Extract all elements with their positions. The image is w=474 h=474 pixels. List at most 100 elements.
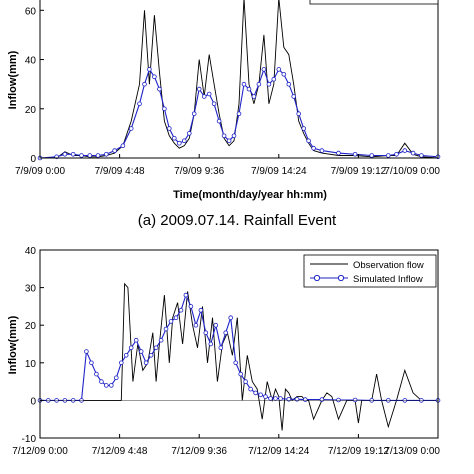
chart-b-x-tick-label: 7/13/09 0:00: [384, 446, 440, 457]
chart-a-y-tick-label: 40: [25, 56, 37, 67]
chart-a-series-1-point: [286, 81, 292, 87]
chart-a-series-1-point: [95, 153, 101, 158]
chart-b-series-1-point: [319, 397, 325, 402]
chart-b-legend-box: [303, 254, 437, 288]
chart-a-series-1-point: [410, 150, 416, 156]
chart-a-series-1-point: [231, 133, 237, 139]
chart-a-series-1-point: [256, 81, 262, 87]
chart-b-series-1-point: [228, 315, 234, 321]
chart-a-series-1-point: [87, 153, 93, 158]
chart-b-series-1-point: [109, 383, 114, 388]
chart-a-caption: (a) 2009.07.14. Rainfall Event: [138, 212, 337, 229]
chart-a-series-1-point: [120, 143, 126, 149]
chart-b-series-1-point: [128, 345, 134, 351]
legend-simulated-marker-right: [337, 274, 345, 282]
chart-b-series-1-point: [253, 390, 258, 396]
chart-a-series-1-point: [167, 126, 172, 131]
chart-a-series-1-point: [128, 126, 134, 131]
chart-a-series-1-point: [79, 153, 84, 158]
chart-b-series-1-point: [138, 349, 144, 354]
chart-b-series-1-point: [268, 396, 273, 401]
chart-a-series-1-point: [251, 94, 257, 99]
chart-a-series-1-point: [261, 67, 267, 72]
chart-a-series-1-point: [319, 148, 325, 153]
chart-b-series-1-point: [258, 392, 263, 398]
chart-a-series-1-point: [137, 101, 142, 107]
chart-b-y-ticks: -10 0 10 20 30 40: [22, 246, 44, 445]
chart-a-legend-box: [309, 0, 439, 5]
chart-b-series-0-line: [40, 282, 438, 431]
chart-a-y-ticks: 0 20 40 60: [25, 6, 44, 165]
chart-a: 0 20 40 60 7/9/09 0:00 7/9/09 4:48 7/9/09 9:3…: [7, 0, 440, 229]
chart-a-series-1-point: [241, 81, 247, 87]
chart-b-series-1-point: [352, 397, 358, 403]
chart-b-series-1-point: [183, 292, 189, 298]
chart-a-series-1-point: [157, 86, 162, 92]
chart-b-series-1-point: [243, 379, 248, 384]
chart-a-series-1-point: [352, 152, 358, 157]
legend-simulated-label: Simulated Inflow: [353, 274, 423, 285]
chart-b-y-tick-label: -10: [22, 434, 37, 445]
chart-a-series-1-point: [162, 106, 167, 112]
chart-a-series-1-point: [301, 126, 307, 131]
chart-b-series-1-point: [273, 396, 278, 401]
chart-b-series-1-point: [104, 383, 109, 388]
chart-b-series-1-point: [99, 379, 104, 384]
chart-a-series-1-point: [70, 152, 76, 157]
chart-a-series-1-point: [291, 94, 297, 99]
chart-a-x-axis-label: Time(month/day/year hh:mm): [173, 189, 327, 201]
chart-b-series-1-point: [163, 326, 169, 332]
chart-b-series-1-point: [213, 322, 219, 328]
chart-a-series-1-point: [276, 67, 282, 72]
chart-b-series-1-point: [218, 345, 224, 351]
legend-observation-label: Observation flow: [353, 260, 424, 271]
chart-b-series-1-point: [248, 386, 253, 392]
chart-a-series-1-point: [419, 153, 424, 158]
chart-a-series-1-point: [172, 136, 177, 141]
chart-a-series-1-point: [236, 111, 242, 116]
chart-a-series-1-point: [281, 72, 287, 77]
chart-a-series-1-point: [221, 133, 227, 139]
chart-a-series-1-point: [394, 152, 399, 157]
legend-simulated-marker-left: [313, 274, 321, 282]
chart-b-series-1-point: [302, 397, 308, 402]
chart-a-series-1-point: [187, 131, 192, 136]
chart-a-x-tick-label: 7/9/09 14:24: [251, 166, 307, 177]
chart-a-x-tick-label: 7/9/09 4:48: [95, 166, 145, 177]
chart-b-series-1-point: [119, 360, 124, 366]
chart-a-plot: [37, 0, 441, 161]
chart-b-y-tick-label: 0: [30, 396, 36, 407]
chart-b-series-1-point: [208, 341, 214, 347]
chart-a-series-1-point: [246, 86, 252, 92]
chart-b-series-1-point: [263, 394, 268, 399]
chart-b-series-1-point: [123, 352, 129, 358]
chart-b-series-1-point: [198, 307, 204, 313]
chart-b-y-tick-label: 30: [25, 284, 37, 295]
chart-b-series-1-point: [158, 337, 164, 343]
chart-a-series-1-point: [226, 138, 232, 144]
chart-a-series-1-point: [104, 152, 109, 157]
chart-b-series-1-point: [173, 315, 179, 321]
chart-a-series-1-point: [402, 148, 408, 153]
chart-a-x-ticks: 7/9/09 0:00 7/9/09 4:48 7/9/09 9:36 7/9/09 …: [15, 154, 440, 177]
chart-a-series-1-point: [147, 67, 152, 72]
chart-a-series-1-point: [112, 148, 117, 153]
chart-a-series-1-point: [336, 150, 341, 156]
chart-a-frame: [39, 0, 439, 159]
chart-b-series-1-point: [148, 352, 154, 358]
chart-a-y-tick-label: 60: [25, 6, 37, 17]
chart-a-series-1-point: [369, 153, 375, 158]
chart-b-series-1-point: [178, 307, 184, 313]
chart-b-x-tick-label: 7/12/09 19:12: [328, 446, 390, 457]
chart-b-y-tick-label: 10: [25, 359, 37, 370]
chart-b-series-1-point: [153, 345, 159, 351]
chart-b-x-tick-label: 7/12/09 14:24: [248, 446, 310, 457]
chart-b-legend: Observation flow Simulated Inflow: [303, 254, 437, 288]
chart-b-x-tick-label: 7/12/09 0:00: [12, 446, 68, 457]
chart-a-series-1-point: [306, 138, 311, 144]
chart-a-series-1-point: [271, 76, 277, 82]
chart-a-series-1-point: [191, 111, 197, 116]
chart-b-series-1-point: [294, 396, 300, 402]
chart-b-y-tick-label: 40: [25, 246, 37, 257]
chart-b-series-1-point: [278, 396, 283, 401]
